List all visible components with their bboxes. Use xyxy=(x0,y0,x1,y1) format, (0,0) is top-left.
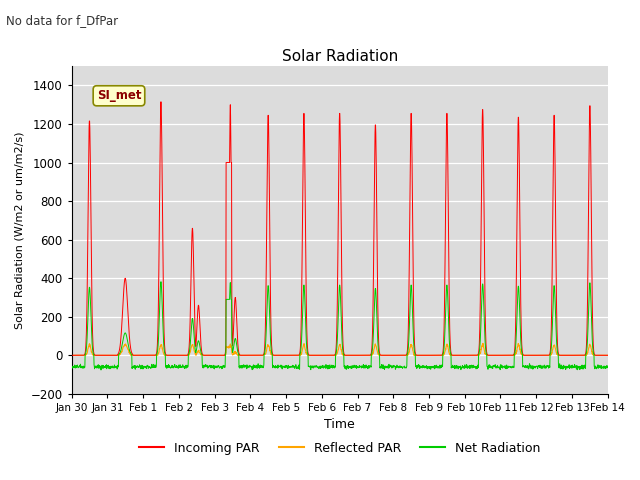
Legend: Incoming PAR, Reflected PAR, Net Radiation: Incoming PAR, Reflected PAR, Net Radiati… xyxy=(134,437,545,460)
Y-axis label: Solar Radiation (W/m2 or um/m2/s): Solar Radiation (W/m2 or um/m2/s) xyxy=(15,131,25,329)
Text: SI_met: SI_met xyxy=(97,89,141,102)
Title: Solar Radiation: Solar Radiation xyxy=(282,48,398,63)
Text: No data for f_DfPar: No data for f_DfPar xyxy=(6,14,118,27)
X-axis label: Time: Time xyxy=(324,419,355,432)
